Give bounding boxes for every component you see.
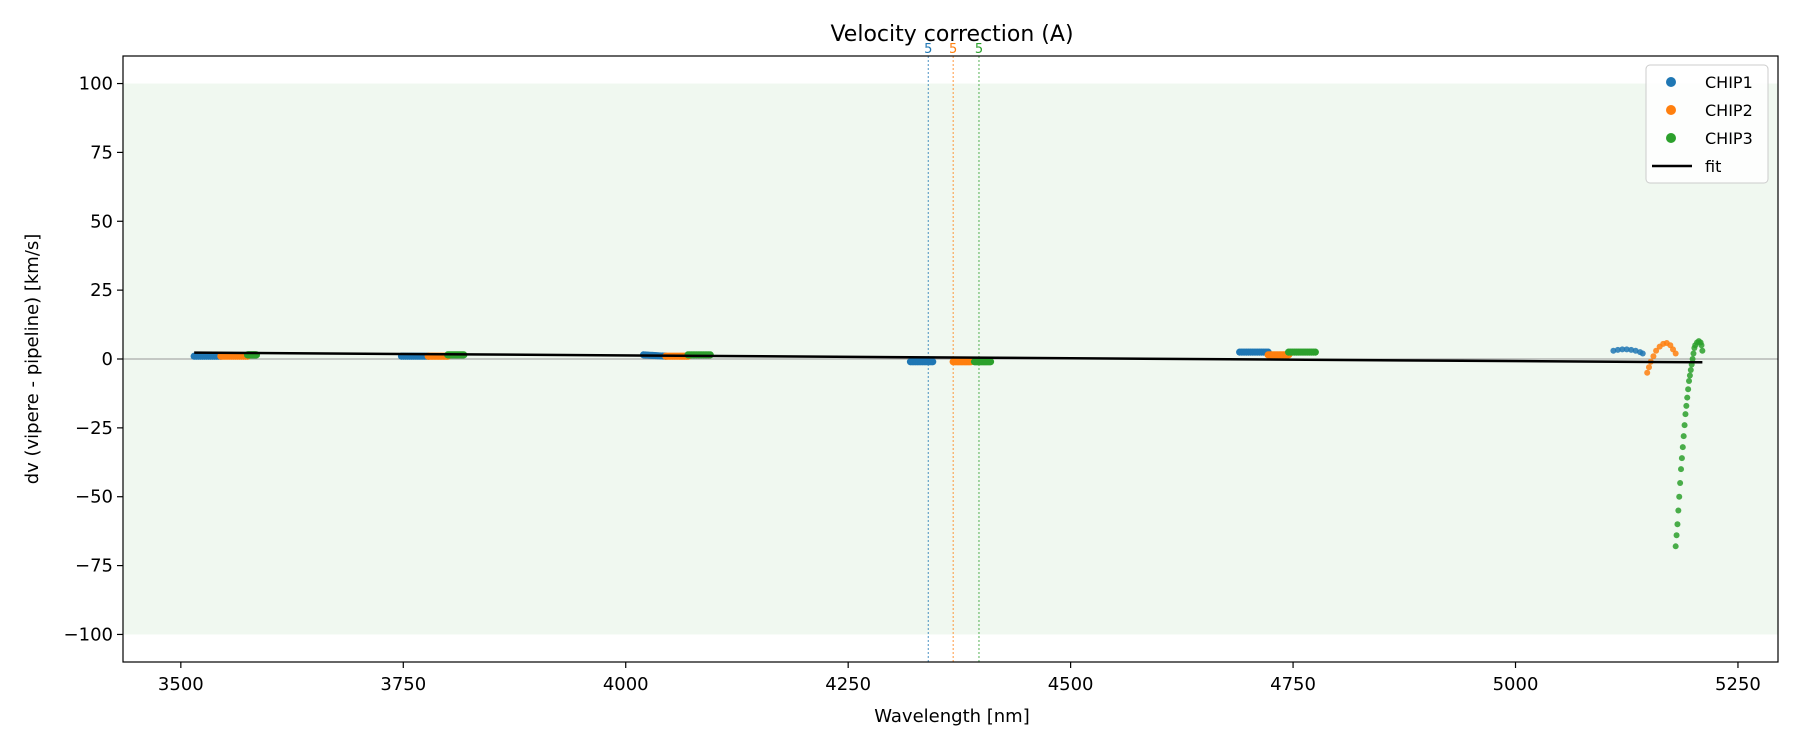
chip3-curve-point-2	[1673, 532, 1680, 539]
x-axis-title: Wavelength [nm]	[874, 706, 1030, 727]
legend-label-chip2: CHIP2	[1705, 101, 1753, 120]
chip3-curve-point-10	[1680, 433, 1687, 440]
chip3-curve-point-28	[1699, 347, 1706, 354]
chip3-curve-point-6	[1677, 479, 1684, 486]
x-tick-label-5000: 5000	[1493, 674, 1539, 695]
chip3-curve-point-5	[1676, 493, 1683, 500]
chip3-curve-point-16	[1686, 378, 1693, 385]
x-tick-label-5250: 5250	[1715, 674, 1761, 695]
x-tick-label-4750: 4750	[1270, 674, 1316, 695]
chip2-curve-point-1	[1644, 369, 1651, 376]
chip3-curve-point-7	[1678, 466, 1685, 473]
y-tick-label-75: 75	[90, 142, 113, 163]
chip1-curve-point-2	[1614, 346, 1621, 353]
chart-title: Velocity correction (A)	[830, 22, 1073, 47]
chip1-point-seg4-14	[929, 358, 937, 366]
legend: CHIP1 CHIP2 CHIP3 fit	[1645, 64, 1769, 184]
y-tick-label-0: 0	[102, 349, 113, 370]
vertical-line-label-1: 5	[924, 42, 932, 57]
y-tick-label-100: 100	[79, 74, 113, 95]
y-tick-label--25: −25	[75, 418, 113, 439]
chip1-curve-point-1	[1610, 347, 1617, 354]
x-tick-label-4000: 4000	[603, 674, 649, 695]
x-tick-label-4500: 4500	[1048, 674, 1094, 695]
chip3-curve-point-15	[1685, 386, 1692, 393]
chip3-point-seg5-14	[1311, 348, 1319, 356]
chip3-curve-point-21	[1690, 350, 1697, 357]
chip3-point-seg4-14	[986, 358, 995, 366]
legend-marker-chip3	[1666, 133, 1676, 143]
legend-label-chip1: CHIP1	[1705, 73, 1753, 92]
legend-marker-chip1	[1666, 77, 1676, 87]
chip3-curve-point-17	[1686, 372, 1693, 379]
chip1-curve-point-4	[1623, 346, 1630, 353]
y-tick-label--100: −100	[64, 624, 113, 645]
legend-marker-chip2	[1666, 105, 1676, 115]
chip1-curve-point-3	[1619, 346, 1626, 353]
chip3-curve-point-20	[1689, 356, 1696, 362]
chip3-curve-point-11	[1681, 422, 1688, 429]
y-tick-label-25: 25	[90, 280, 113, 301]
vertical-line-label-3: 5	[975, 42, 983, 57]
chip2-curve-point-5	[1653, 347, 1660, 354]
x-tick-label-4250: 4250	[825, 674, 871, 695]
x-tick-label-3750: 3750	[380, 674, 426, 695]
chip3-curve-point-9	[1679, 444, 1686, 451]
vertical-line-label-2: 5	[949, 42, 957, 57]
chip3-curve-point-3	[1674, 521, 1681, 528]
y-axis-title: dv (vipere - pipeline) [km/s]	[22, 234, 43, 485]
chip1-curve-point-5	[1628, 346, 1635, 353]
chip1-curve-point-8	[1639, 350, 1646, 357]
x-axis: 3500 3750 4000 4250 4500 4750 5000 5250	[158, 662, 1761, 695]
chip2-curve-point-4	[1650, 353, 1657, 360]
y-tick-label--50: −50	[75, 487, 113, 508]
x-tick-label-3500: 3500	[158, 674, 204, 695]
vertical-markers: 5 5 5	[924, 42, 983, 662]
plot-area: 5 5 5	[122, 42, 1779, 663]
chip3-curve-point-8	[1678, 455, 1685, 462]
chip3-curve-point-1	[1672, 543, 1679, 550]
legend-label-chip3: CHIP3	[1705, 129, 1753, 148]
chip3-curve-point-27	[1698, 342, 1705, 349]
chip3-curve-point-4	[1675, 507, 1682, 514]
fit-line	[194, 351, 1703, 364]
chip3-curve-point-13	[1683, 402, 1690, 409]
chip3-curve-point-14	[1684, 394, 1691, 401]
y-tick-label-50: 50	[90, 211, 113, 232]
chip2-curve-point-2	[1645, 364, 1652, 371]
legend-box	[1645, 64, 1769, 184]
y-axis: 100 75 50 25 0 −25 −50 −75 −100	[64, 74, 123, 645]
data-marks	[190, 338, 1706, 550]
legend-label-fit: fit	[1705, 157, 1721, 176]
chip3-curve-point-12	[1682, 411, 1689, 418]
chip3-curve-point-18	[1687, 367, 1694, 374]
chip2-curve-point-11	[1672, 350, 1679, 357]
y-tick-label--75: −75	[75, 556, 113, 577]
